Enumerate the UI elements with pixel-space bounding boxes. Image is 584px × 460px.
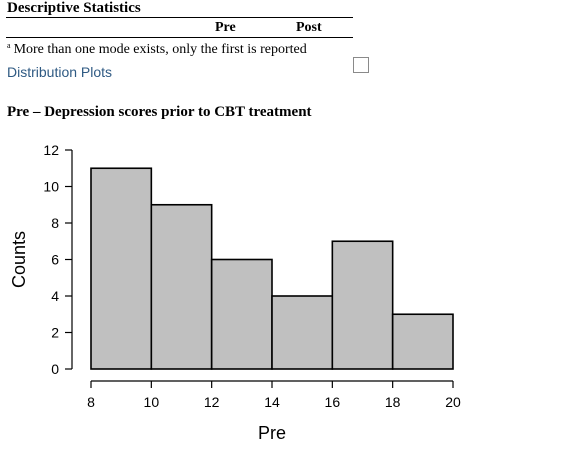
descriptive-statistics-title: Descriptive Statistics: [7, 0, 141, 16]
x-axis-label: Pre: [258, 423, 286, 443]
descriptive-statistics-table: Pre Post: [6, 17, 353, 38]
histogram-bar: [210, 258, 273, 370]
x-tick-label: 12: [204, 394, 220, 410]
y-tick-label: 0: [51, 361, 59, 377]
y-tick-label: 12: [43, 142, 59, 158]
column-header-post: Post: [296, 20, 322, 35]
table-header-row: Pre Post: [6, 18, 353, 38]
y-tick-label: 6: [51, 252, 59, 268]
histogram-bar: [391, 313, 454, 370]
distribution-plots-checkbox[interactable]: [353, 57, 369, 73]
x-tick-label: 20: [445, 394, 461, 410]
footnote-text: More than one mode exists, only the firs…: [13, 42, 307, 57]
histogram-bar: [331, 240, 394, 370]
x-tick-label: 14: [264, 394, 280, 410]
y-tick-label: 4: [51, 288, 59, 304]
x-tick-label: 18: [385, 394, 401, 410]
histogram-bar: [271, 295, 334, 370]
table-footnote: a More than one mode exists, only the fir…: [7, 41, 307, 58]
y-axis-label: Counts: [9, 231, 29, 288]
x-tick-label: 10: [144, 394, 160, 410]
histogram-chart: 0 2 4 6 8 10 12 8 10 12 14 16 18 20 Pre Counts: [9, 142, 461, 443]
y-tick-label: 2: [51, 325, 59, 341]
histogram-bars: [90, 167, 454, 370]
y-tick-label: 8: [51, 215, 59, 231]
column-header-pre: Pre: [215, 20, 236, 35]
x-tick-label: 8: [87, 394, 95, 410]
histogram-bar: [150, 203, 213, 370]
distribution-plots-link[interactable]: Distribution Plots: [7, 64, 113, 80]
y-axis: 0 2 4 6 8 10 12: [43, 142, 73, 377]
plot-title: Pre – Depression scores prior to CBT tre…: [7, 104, 312, 120]
histogram-bar: [90, 167, 153, 370]
x-axis: 8 10 12 14 16 18 20: [87, 380, 461, 410]
footnote-marker: a: [7, 41, 11, 50]
y-tick-label: 10: [43, 179, 59, 195]
x-tick-label: 16: [325, 394, 341, 410]
